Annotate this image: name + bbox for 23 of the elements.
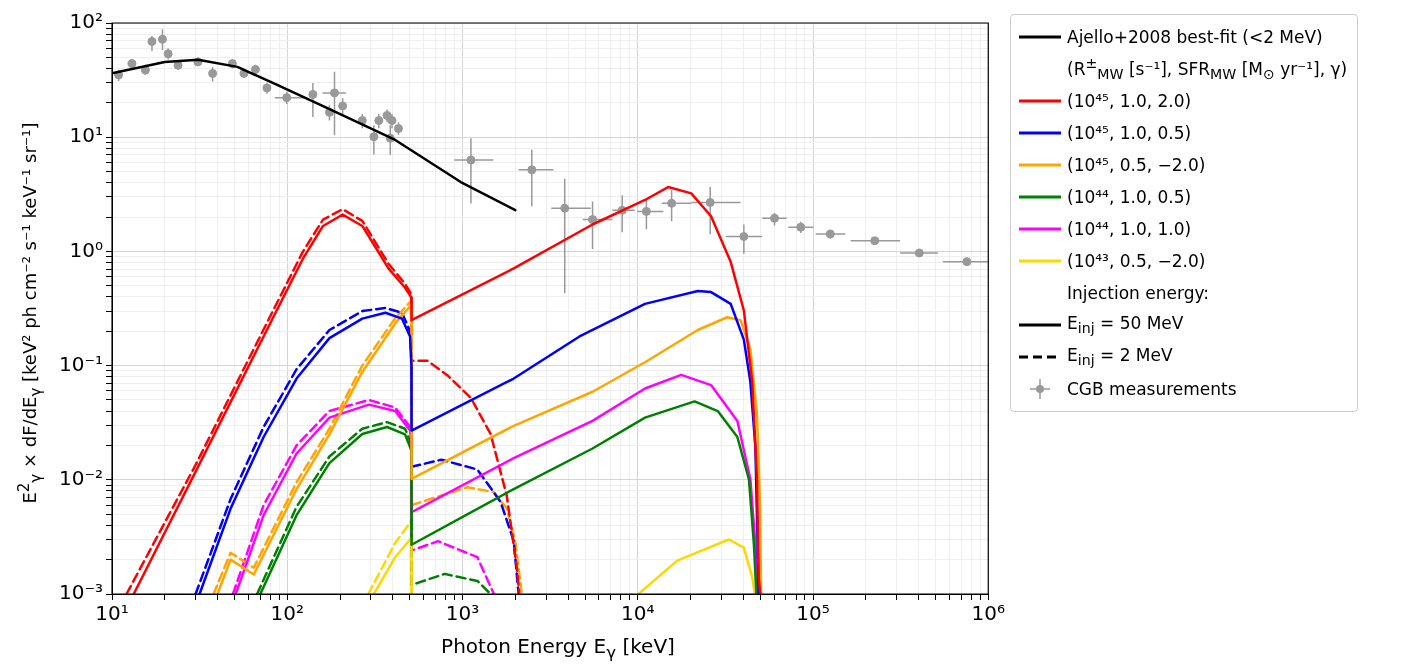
x-tick-label: 10⁶ xyxy=(971,601,1005,626)
y-tick-label: 10⁻¹ xyxy=(58,351,104,376)
legend-label: Ajello+2008 best-fit (<2 MeV) xyxy=(1067,27,1323,47)
x-axis-title: Photon Energy E$_{γ}$ [keV] xyxy=(441,634,675,662)
legend-label: E$_{inj}$ = 2 MeV xyxy=(1067,345,1173,369)
y-tick-label: 10² xyxy=(69,9,104,34)
y-tick-label: 10⁻² xyxy=(58,466,104,490)
legend-label: (10⁴⁵, 1.0, 2.0) xyxy=(1067,91,1192,111)
x-tick-label: 10² xyxy=(270,601,305,626)
legend-label: (10⁴⁵, 0.5, −2.0) xyxy=(1067,155,1206,175)
text: (R$^{±}$$_{MW}$ [s⁻¹], SFR$_{MW}$ [M$_{⊙}$ yr⁻¹], γ) xyxy=(1067,55,1348,83)
text: Injection energy: xyxy=(1067,283,1210,303)
legend-label: (10⁴⁴, 1.0, 1.0) xyxy=(1067,219,1192,239)
y-tick-label: 10⁰ xyxy=(69,237,104,262)
legend-label: (10⁴⁴, 1.0, 0.5) xyxy=(1067,187,1192,207)
legend-label: (10⁴⁵, 1.0, 0.5) xyxy=(1067,123,1192,143)
legend-label: E$_{inj}$ = 50 MeV xyxy=(1067,313,1184,337)
legend-label: (10⁴³, 0.5, −2.0) xyxy=(1067,251,1206,271)
y-tick-label: 10¹ xyxy=(69,123,104,148)
x-tick-label: 10³ xyxy=(445,601,480,626)
x-tick-label: 10⁴ xyxy=(621,601,655,626)
legend-label: CGB measurements xyxy=(1067,379,1237,399)
x-tick-label: 10⁵ xyxy=(796,601,830,626)
